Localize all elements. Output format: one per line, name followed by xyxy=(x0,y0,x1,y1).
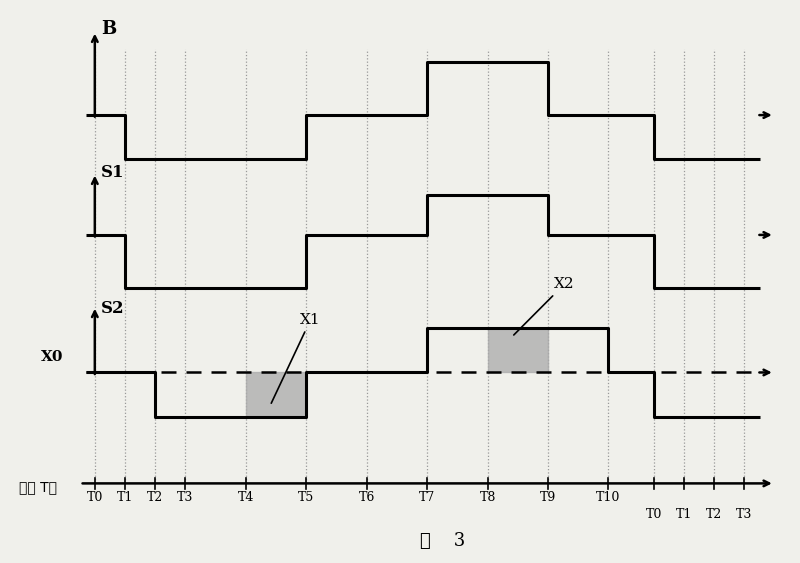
Text: S2: S2 xyxy=(101,300,125,316)
Text: S1: S1 xyxy=(101,164,124,181)
Text: T0: T0 xyxy=(646,508,662,521)
Text: T0: T0 xyxy=(86,491,103,504)
Text: B: B xyxy=(101,20,116,38)
Text: T1: T1 xyxy=(117,491,134,504)
Text: T1: T1 xyxy=(676,508,692,521)
Text: T5: T5 xyxy=(298,491,314,504)
Text: X1: X1 xyxy=(271,312,321,403)
Text: T4: T4 xyxy=(238,491,254,504)
Text: T3: T3 xyxy=(736,508,753,521)
Text: T2: T2 xyxy=(147,491,163,504)
Text: X0: X0 xyxy=(41,350,63,364)
Text: T7: T7 xyxy=(419,491,435,504)
Text: 时序 T：: 时序 T： xyxy=(19,480,58,494)
Text: T8: T8 xyxy=(479,491,496,504)
Text: T3: T3 xyxy=(178,491,194,504)
Text: T2: T2 xyxy=(706,508,722,521)
Text: 图    3: 图 3 xyxy=(420,532,465,550)
Text: X2: X2 xyxy=(514,277,574,335)
Text: T10: T10 xyxy=(596,491,621,504)
Text: T9: T9 xyxy=(540,491,556,504)
Text: T6: T6 xyxy=(358,491,375,504)
